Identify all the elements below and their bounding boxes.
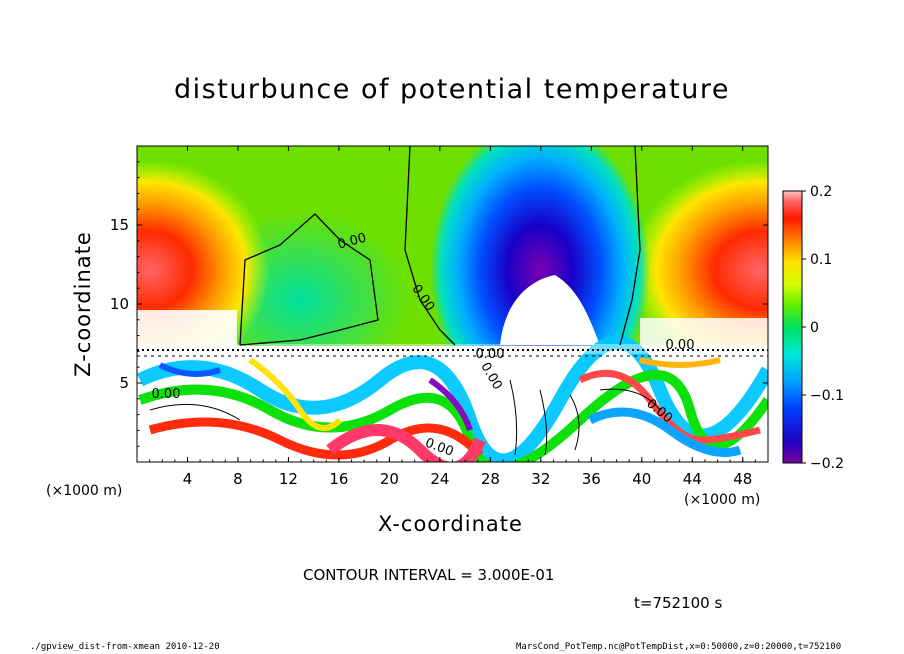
colorbar xyxy=(782,190,803,464)
colorbar-ticks: 0.2 0.1 0 −0.1 −0.2 xyxy=(802,184,844,472)
colorbar-tick-label: −0.2 xyxy=(810,456,844,472)
contour-interval-text: CONTOUR INTERVAL = 3.000E-01 xyxy=(303,566,555,584)
x-tick-label: 44 xyxy=(683,470,702,488)
x-tick-label: 48 xyxy=(733,470,752,488)
x-tick-label: 20 xyxy=(380,470,399,488)
colorbar-tick-label: 0 xyxy=(810,320,819,336)
y-axis: 5 10 15 xyxy=(110,161,768,447)
contour-label: 0.00 xyxy=(476,347,505,362)
y-axis-title: Z-coordinate xyxy=(71,231,95,377)
footer-right: MarsCond_PotTemp.nc@PotTempDist,x=0:5000… xyxy=(516,642,842,652)
x-tick-label: 24 xyxy=(430,470,449,488)
x-axis: 4 8 12 16 20 24 28 32 36 40 44 48 xyxy=(149,146,756,488)
time-text: t=752100 s xyxy=(634,594,723,612)
y-tick-label: 10 xyxy=(110,295,129,313)
colorbar-tick-label: −0.1 xyxy=(810,388,844,404)
x-tick-label: 36 xyxy=(582,470,601,488)
x-tick-label: 4 xyxy=(183,470,193,488)
contour-label: 0.00 xyxy=(666,338,695,353)
y-axis-unit: (×1000 m) xyxy=(46,483,123,499)
contour-line xyxy=(239,213,379,346)
y-tick-label: 15 xyxy=(110,216,129,234)
contour-line xyxy=(404,146,456,346)
x-tick-label: 28 xyxy=(481,470,500,488)
heatmap-field xyxy=(137,146,768,462)
colorbar-tick-label: 0.1 xyxy=(810,252,832,268)
x-tick-label: 16 xyxy=(329,470,348,488)
y-tick-label: 5 xyxy=(119,374,129,392)
chart-title: disturbunce of potential temperature xyxy=(174,74,730,105)
x-tick-label: 12 xyxy=(279,470,298,488)
colorbar-tick-label: 0.2 xyxy=(810,184,832,200)
contour-label: 0.00 xyxy=(152,387,181,402)
x-axis-title: X-coordinate xyxy=(378,512,523,536)
footer-left: ./gpview_dist-from-xmean 2010-12-20 xyxy=(30,642,220,652)
contour-label: 0.00 xyxy=(336,231,368,253)
x-tick-label: 40 xyxy=(632,470,651,488)
x-axis-unit: (×1000 m) xyxy=(684,492,761,508)
x-tick-label: 32 xyxy=(531,470,550,488)
x-tick-label: 8 xyxy=(233,470,243,488)
contour-line xyxy=(619,146,641,346)
white-core xyxy=(500,275,600,345)
